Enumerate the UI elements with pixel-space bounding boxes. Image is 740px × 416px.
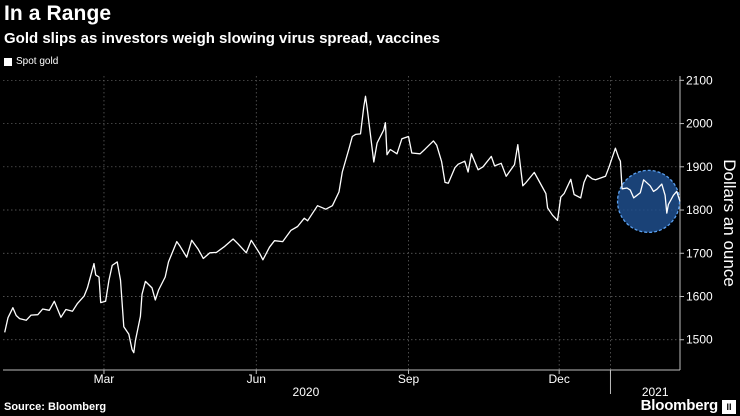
legend-swatch	[4, 57, 12, 66]
x-tick-label: Sep	[398, 372, 420, 386]
legend: Spot gold	[4, 56, 58, 67]
y-axis-title: Dollars an ounce	[720, 159, 739, 287]
x-tick-label: Jun	[247, 372, 266, 386]
year-label: 2020	[293, 385, 320, 399]
y-tick-label: 2000	[686, 117, 713, 131]
series-line-spot-gold	[4, 95, 681, 354]
y-tick-label: 1800	[686, 203, 713, 217]
year-label: 2021	[642, 385, 669, 399]
y-tick-label: 1600	[686, 290, 713, 304]
source-note: Source: Bloomberg	[4, 401, 107, 413]
bloomberg-mark-icon: II	[722, 400, 736, 414]
legend-label: Spot gold	[16, 56, 59, 67]
x-tick-label: Mar	[94, 372, 115, 386]
y-tick-label: 2100	[686, 73, 713, 87]
y-tick-label: 1500	[686, 333, 713, 347]
chart-subtitle: Gold slips as investors weigh slowing vi…	[4, 30, 440, 47]
y-tick-label: 1700	[686, 246, 713, 260]
chart-title: In a Range	[4, 2, 112, 25]
y-tick-label: 1900	[686, 160, 713, 174]
bloomberg-logo: Bloomberg	[640, 397, 719, 414]
x-tick-label: Dec	[548, 372, 569, 386]
